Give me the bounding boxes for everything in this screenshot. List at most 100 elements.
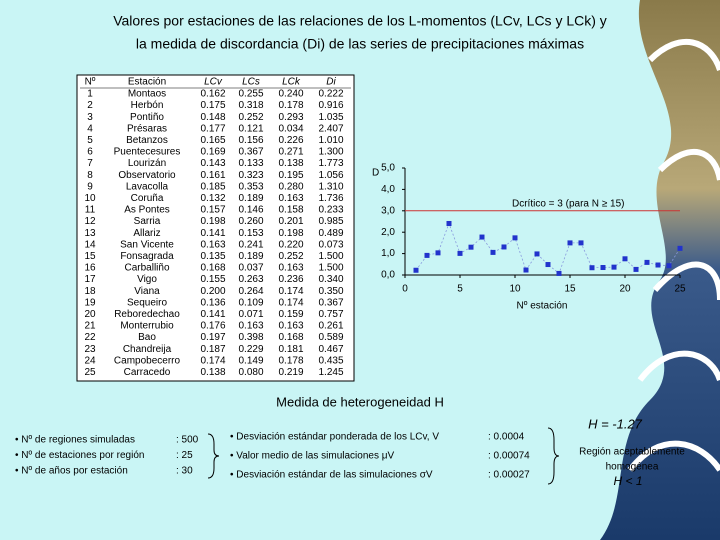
point: [644, 259, 650, 265]
table-cell: Sarria: [134, 216, 161, 227]
table-cell: 1.300: [318, 147, 343, 158]
table-cell: 0.163: [200, 239, 225, 250]
table-cell: 0.132: [200, 193, 225, 204]
lists: • Nº de regiones simuladas: 500 • Nº de e…: [15, 416, 685, 488]
table-cell: 0.264: [238, 286, 263, 297]
table-cell: Chandreija: [123, 344, 172, 355]
table-cell: 0.229: [238, 344, 263, 355]
table-cell: Fonsagrada: [120, 251, 174, 262]
table-cell: 9: [87, 181, 93, 192]
point: [413, 267, 419, 273]
table-cell: Observatorio: [118, 170, 176, 181]
table-cell: 0.169: [200, 147, 225, 158]
table-cell: 0.146: [238, 205, 263, 216]
table-cell: 1.310: [318, 181, 343, 192]
table-cell: 0.318: [238, 100, 263, 111]
table-cell: 1.773: [318, 158, 343, 169]
table-cell: 0.198: [200, 216, 225, 227]
table-header: LCv: [204, 77, 223, 88]
table-cell: 0.261: [318, 321, 343, 332]
point: [523, 267, 529, 273]
table-cell: 16: [84, 263, 96, 274]
table-cell: 0.163: [278, 263, 303, 274]
section-title: Medida de heterogeneidad H: [276, 394, 444, 409]
table-cell: 11: [85, 205, 96, 216]
table-cell: 0.353: [238, 181, 263, 192]
x-axis-label: Nº estación: [517, 301, 568, 312]
table-header: LCk: [282, 77, 301, 88]
table-cell: 22: [84, 332, 96, 343]
table-cell: 0.158: [278, 205, 303, 216]
h-value: H = -1.27: [588, 416, 643, 431]
table-cell: 0.219: [278, 367, 303, 378]
table-cell: 0.176: [200, 321, 225, 332]
table-cell: 0.200: [200, 286, 225, 297]
point: [655, 262, 661, 268]
table-cell: 0.241: [238, 239, 263, 250]
point: [479, 234, 485, 240]
table-header: Di: [326, 77, 336, 88]
point: [501, 244, 507, 250]
table-cell: 0.178: [278, 100, 303, 111]
table-cell: 0.141: [200, 309, 225, 320]
table-cell: 0.185: [200, 181, 225, 192]
table-cell: 0.263: [238, 274, 263, 285]
table-cell: San Vicente: [120, 239, 174, 250]
table-cell: Montaos: [128, 89, 166, 100]
table-cell: 0.178: [278, 355, 303, 366]
table-cell: 0.121: [238, 123, 263, 134]
table-cell: 1.010: [318, 135, 343, 146]
table-cell: 0.037: [238, 263, 263, 274]
table-cell: 1.035: [318, 112, 343, 123]
table-cell: 6: [87, 147, 93, 158]
table-cell: 0.435: [318, 355, 343, 366]
table-cell: 0.271: [278, 147, 303, 158]
table-cell: Monterrubio: [120, 321, 174, 332]
table-cell: 0.163: [238, 321, 263, 332]
table-cell: 0.293: [278, 112, 303, 123]
chart: 0,0 1,0 2,0 3,0 4,0 5,0 0 5 10 15 20 25 D Nº estación…: [372, 163, 686, 312]
point: [424, 252, 430, 258]
table-cell: 0.159: [278, 309, 303, 320]
table-cell: Puentecesures: [114, 147, 181, 158]
point: [611, 264, 617, 270]
list-item: • Valor medio de las simulaciones μV: [230, 451, 394, 462]
table-cell: 0.073: [318, 239, 343, 250]
table-cell: 1.056: [318, 170, 343, 181]
point: [677, 245, 683, 251]
point: [578, 240, 584, 246]
table-cell: 0.189: [238, 193, 263, 204]
table-cell: 8: [87, 170, 93, 181]
table-cell: 0.135: [200, 251, 225, 262]
table-cell: 13: [84, 228, 96, 239]
table-cell: 0.109: [238, 297, 263, 308]
y-tick-label: 4,0: [381, 184, 395, 195]
point: [600, 265, 606, 271]
table-cell: 0.197: [200, 332, 225, 343]
table-cell: Lourizán: [128, 158, 166, 169]
x-tick-label: 15: [564, 284, 576, 295]
table-cell: 0.155: [200, 274, 225, 285]
table-cell: 0.222: [318, 89, 343, 100]
table-cell: 0.985: [318, 216, 343, 227]
y-tick-label: 2,0: [381, 227, 395, 238]
table-cell: 0.226: [278, 135, 303, 146]
table-cell: 0.367: [318, 297, 343, 308]
table-cell: 0.168: [278, 332, 303, 343]
table-cell: 0.187: [200, 344, 225, 355]
list-value: : 0.00027: [488, 470, 530, 481]
list-value: : 500: [176, 435, 199, 446]
point: [567, 240, 573, 246]
list-value: : 30: [176, 466, 193, 477]
table-cell: 4: [87, 123, 93, 134]
x-tick-label: 5: [457, 284, 463, 295]
table-cell: 15: [84, 251, 96, 262]
verdict: homogénea: [606, 462, 659, 473]
table-cell: 0.467: [318, 344, 343, 355]
point: [490, 249, 496, 255]
table-cell: 1: [87, 89, 93, 100]
table-cell: Carracedo: [124, 367, 171, 378]
table-cell: 0.367: [238, 147, 263, 158]
table-cell: Présaras: [127, 123, 167, 134]
